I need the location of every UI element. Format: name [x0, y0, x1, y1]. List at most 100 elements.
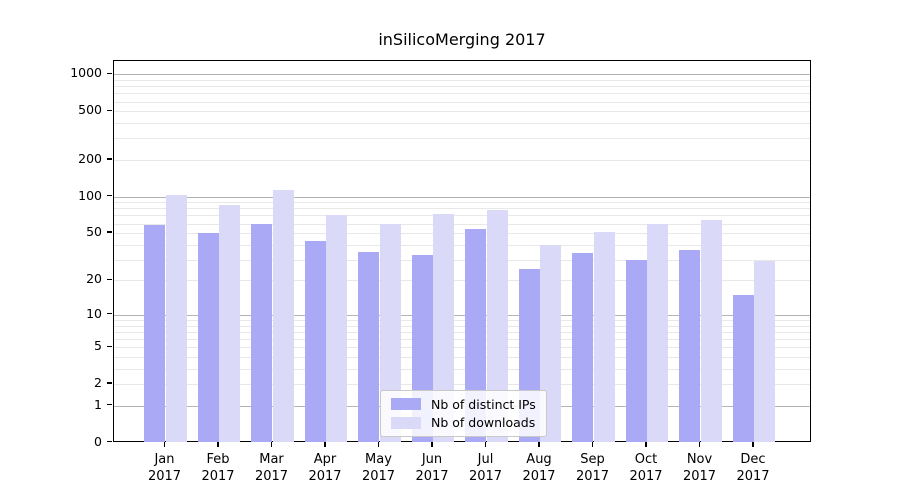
bar-downloads — [272, 190, 294, 442]
x-axis-year-label: 2017 — [254, 469, 289, 484]
legend-label-downloads: Nb of downloads — [431, 415, 536, 431]
y-axis-tick-label: 5 — [94, 338, 102, 354]
y-axis-tick — [107, 231, 112, 233]
gridline-minor — [114, 368, 810, 370]
x-axis-month-label: Dec — [740, 452, 766, 467]
bar-downloads — [165, 194, 187, 442]
y-axis-tick — [107, 278, 112, 281]
gridline-minor — [114, 259, 810, 261]
bar-downloads — [379, 224, 401, 442]
y-axis-tick-label: 50 — [86, 224, 102, 239]
bar-downloads — [486, 210, 508, 442]
x-axis-month-label: Jun — [421, 452, 443, 467]
y-axis-tick — [107, 404, 112, 406]
legend-label-distinct-ips: Nb of distinct IPs — [431, 396, 536, 412]
plot-area — [113, 60, 811, 442]
y-axis-tick — [107, 72, 112, 74]
y-axis-tick-label: 20 — [86, 271, 102, 287]
x-axis-month-label: Nov — [686, 452, 713, 467]
x-axis-tick — [324, 441, 326, 447]
y-axis-tick-label: 2 — [94, 375, 102, 391]
bar-downloads — [433, 213, 455, 442]
bar-distinct-ips — [732, 294, 754, 442]
legend-row-distinct-ips: Nb of distinct IPs — [391, 397, 536, 412]
x-axis-month-label: Jan — [154, 452, 175, 467]
gridline-minor — [114, 223, 810, 225]
x-axis-year-label: 2017 — [308, 469, 342, 484]
legend-row-downloads: Nb of downloads — [391, 415, 536, 430]
y-axis-tick — [107, 441, 112, 443]
gridline-minor — [114, 208, 810, 210]
bar-downloads — [647, 223, 669, 442]
x-axis-month-label: Mar — [259, 452, 284, 467]
x-axis-year-label: 2017 — [682, 469, 717, 484]
bar-distinct-ips — [625, 259, 647, 442]
legend: Nb of distinct IPs Nb of downloads — [380, 390, 547, 437]
x-axis-month-label: Jul — [477, 452, 494, 467]
legend-swatch-distinct-ips-icon — [391, 398, 421, 411]
gridline-minor — [114, 280, 810, 282]
x-axis-tick — [217, 441, 219, 447]
y-axis-tick — [107, 158, 112, 160]
x-axis-year-label: 2017 — [201, 469, 235, 484]
x-axis-year-label: 2017 — [629, 469, 663, 484]
x-axis-tick — [484, 441, 487, 447]
bar-downloads — [754, 261, 776, 442]
x-axis-tick — [431, 441, 433, 447]
x-axis-tick — [645, 441, 647, 447]
bar-distinct-ips — [251, 224, 273, 442]
y-axis-tick-label: 100 — [78, 187, 102, 203]
gridline-major — [114, 74, 810, 76]
x-axis-tick — [698, 441, 701, 447]
bar-distinct-ips — [572, 253, 594, 442]
gridline-minor — [114, 93, 810, 95]
chart-title: inSilicoMerging 2017 — [378, 30, 546, 49]
y-axis-tick — [107, 313, 112, 315]
x-axis-tick — [270, 441, 273, 447]
gridline-minor — [114, 233, 810, 234]
gridline-minor — [114, 159, 810, 161]
gridline-minor — [114, 325, 810, 327]
bar-downloads — [219, 204, 241, 442]
gridline-minor — [114, 319, 810, 321]
gridline-major — [114, 314, 810, 316]
y-axis-tick — [107, 382, 112, 384]
x-axis-tick — [538, 441, 540, 447]
gridline-minor — [114, 347, 810, 349]
x-axis-month-label: May — [365, 452, 392, 467]
x-axis-month-label: Aug — [526, 452, 552, 467]
bar-downloads — [700, 220, 722, 442]
bar-distinct-ips — [465, 229, 487, 442]
x-axis-year-label: 2017 — [415, 469, 449, 484]
x-axis-year-label: 2017 — [147, 469, 182, 484]
gridline-minor — [114, 79, 810, 81]
gridline-minor — [114, 244, 810, 246]
bar-distinct-ips — [144, 225, 166, 442]
x-axis-year-label: 2017 — [736, 469, 770, 484]
y-axis-tick — [107, 194, 112, 197]
y-axis-tick-label: 10 — [86, 305, 102, 321]
x-axis-tick — [591, 441, 594, 447]
bar-downloads — [326, 215, 348, 442]
y-axis-tick-label: 200 — [78, 150, 102, 166]
bar-distinct-ips — [679, 250, 701, 442]
gridline-minor — [114, 331, 810, 333]
gridline-minor — [114, 356, 810, 358]
x-axis-tick — [163, 441, 166, 447]
x-axis-year-label: 2017 — [468, 469, 503, 484]
gridline-minor — [114, 138, 810, 140]
x-axis-year-label: 2017 — [575, 469, 610, 484]
gridline-minor — [114, 101, 810, 103]
y-axis-tick — [107, 109, 112, 111]
x-axis-year-label: 2017 — [361, 469, 396, 484]
gridline-minor — [114, 123, 810, 125]
gridline-minor — [114, 215, 810, 217]
x-axis-month-label: Sep — [580, 452, 605, 467]
gridline-minor — [114, 338, 810, 340]
x-axis-month-label: Oct — [634, 452, 658, 467]
x-axis-month-label: Apr — [313, 452, 337, 467]
gridline-major — [114, 196, 810, 198]
bar-distinct-ips — [358, 251, 380, 442]
gridline-minor — [114, 111, 810, 113]
